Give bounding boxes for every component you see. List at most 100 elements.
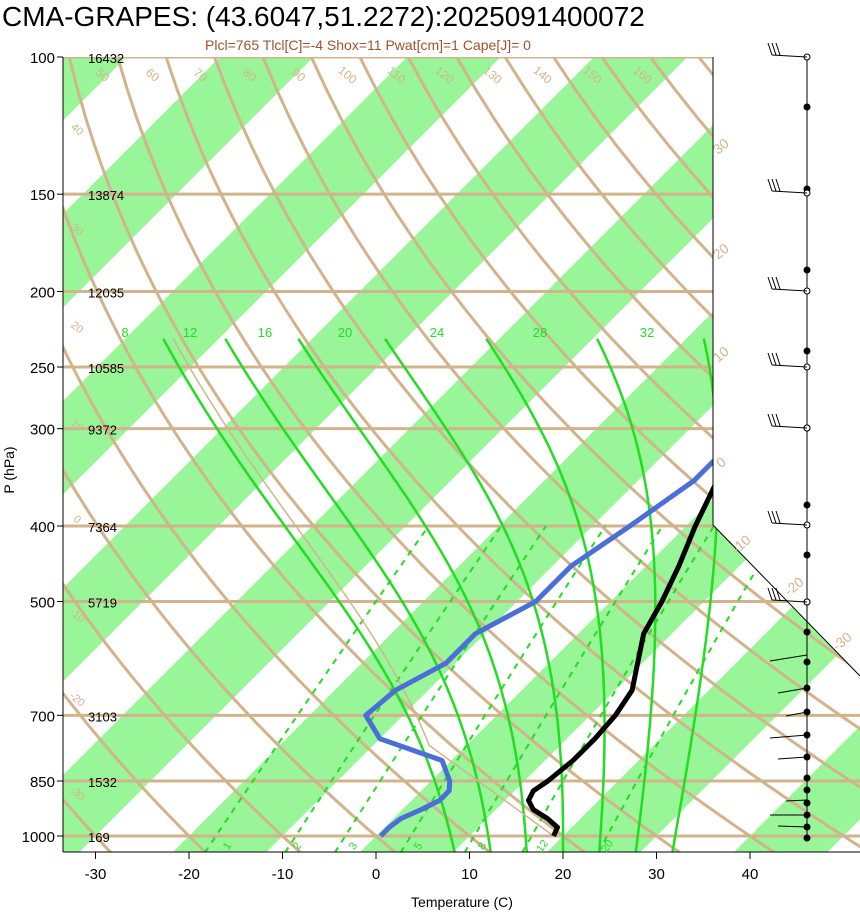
x-tick-label: -20 — [178, 866, 200, 883]
isotherm-band — [63, 57, 576, 852]
wind-barb — [785, 799, 808, 802]
wind-barb-feather — [775, 413, 781, 427]
dry-adiabat — [63, 57, 128, 852]
height-label: 5719 — [88, 595, 117, 610]
chart-title: CMA-GRAPES: (43.6047,51.2272):2025091400… — [2, 1, 645, 32]
height-label: 12035 — [88, 286, 124, 301]
wind-level-dot — [803, 103, 811, 111]
moist-adiabat-label: 24 — [430, 325, 444, 340]
parcel-path — [172, 338, 555, 837]
wind-barb — [771, 425, 808, 429]
wind-barb — [777, 687, 808, 694]
wind-barb — [771, 522, 808, 526]
moist-adiabat — [595, 338, 657, 852]
mixing-ratio-label: 12 — [534, 838, 551, 855]
dry-adiabat — [143, 57, 860, 852]
dry-adiabat — [370, 57, 860, 852]
wind-barb — [777, 825, 808, 828]
mixing-ratio-line — [521, 525, 715, 852]
height-label: 7364 — [88, 520, 117, 535]
x-tick-label: 10 — [461, 866, 478, 883]
pressure-tick-label: 200 — [30, 285, 55, 302]
moist-adiabat-label: 16 — [258, 325, 272, 340]
pressure-tick-label: 850 — [30, 774, 55, 791]
moist-adiabat — [297, 338, 529, 852]
wind-barb — [769, 734, 808, 739]
wind-barb — [771, 599, 808, 603]
pressure-tick-label: 700 — [30, 708, 55, 725]
isotherm-band — [63, 57, 763, 852]
height-label: 16432 — [88, 51, 124, 66]
dry-adiabat — [63, 57, 416, 852]
plot-frame — [62, 57, 860, 853]
wind-barb — [771, 54, 808, 58]
wind-scale-label: -20 — [781, 573, 807, 598]
wind-barb — [771, 364, 808, 368]
moist-adiabat-label: 8 — [121, 325, 128, 340]
plot-area — [0, 0, 860, 868]
wind-barb-feather — [775, 510, 781, 524]
dry-adiabat-label: 100 — [335, 63, 360, 87]
dry-adiabat — [279, 57, 860, 852]
temperature-trace — [526, 57, 860, 838]
x-axis-label: Temperature (C) — [411, 894, 513, 910]
dry-adiabat — [0, 0, 30, 868]
wind-level-dot — [803, 347, 811, 355]
wind-level-dot — [803, 774, 811, 782]
chart-subtitle: Plcl=765 Tlcl[C]=-4 Shox=11 Pwat[cm]=1 C… — [205, 37, 531, 53]
wind-level-dot — [803, 799, 811, 807]
mixing-ratio-label: 8 — [476, 840, 489, 852]
mixing-ratio-label: 5 — [412, 840, 425, 852]
dry-adiabat-label: 60 — [143, 65, 162, 85]
x-tick-label: 30 — [648, 866, 665, 883]
moist-adiabat — [384, 338, 565, 852]
x-tick-label: 0 — [372, 866, 380, 883]
wind-barb — [771, 288, 808, 292]
mixing-ratio-line — [334, 525, 547, 852]
moist-adiabat — [224, 338, 493, 852]
wind-barb-feather — [775, 42, 781, 56]
dry-adiabat-label: 0 — [71, 513, 83, 526]
dry-adiabat — [234, 57, 860, 852]
dry-adiabat — [63, 57, 512, 852]
mixing-ratio-label: 1 — [221, 840, 234, 852]
dry-adiabat — [97, 57, 800, 852]
moist-adiabat-label: 32 — [640, 325, 654, 340]
x-tick-label: 40 — [742, 866, 759, 883]
moist-adiabat — [485, 338, 606, 852]
wind-level-dot — [803, 266, 811, 274]
wind-barb — [785, 711, 808, 717]
wind-barb-feather — [767, 510, 773, 524]
x-tick-label: -10 — [272, 866, 294, 883]
wind-level-dot — [803, 658, 811, 666]
isotherm-band — [0, 0, 15, 868]
x-tick-label: 20 — [555, 866, 572, 883]
height-label: 3103 — [88, 709, 117, 724]
dry-adiabat — [63, 57, 608, 852]
pressure-tick-label: 100 — [30, 50, 55, 67]
mixing-ratio-label: 3 — [347, 840, 360, 852]
wind-barb-feather — [771, 276, 777, 290]
pressure-tick-label: 300 — [30, 422, 55, 439]
mixing-ratio-label: 20 — [599, 838, 616, 855]
isotherm-band — [530, 57, 860, 852]
wind-barb-feather — [771, 178, 777, 192]
wind-barb-feather — [767, 413, 773, 427]
pressure-tick-label: 250 — [30, 360, 55, 377]
wind-barb-feather — [771, 587, 777, 601]
wind-barb-feather — [771, 510, 777, 524]
wind-barb — [777, 756, 808, 760]
wind-barb-feather — [767, 352, 773, 366]
pressure-tick-label: 400 — [30, 519, 55, 536]
wind-barb-feather — [771, 42, 777, 56]
moist-adiabat-label: 28 — [533, 325, 547, 340]
wind-barb-feather — [775, 276, 781, 290]
dry-adiabat-label: 40 — [68, 121, 85, 138]
wind-barb-feather — [767, 178, 773, 192]
mixing-ratio-label: 2 — [291, 840, 304, 852]
wind-barb-feather — [775, 178, 781, 192]
dry-adiabat — [63, 57, 320, 852]
wind-barb-feather — [767, 587, 773, 601]
